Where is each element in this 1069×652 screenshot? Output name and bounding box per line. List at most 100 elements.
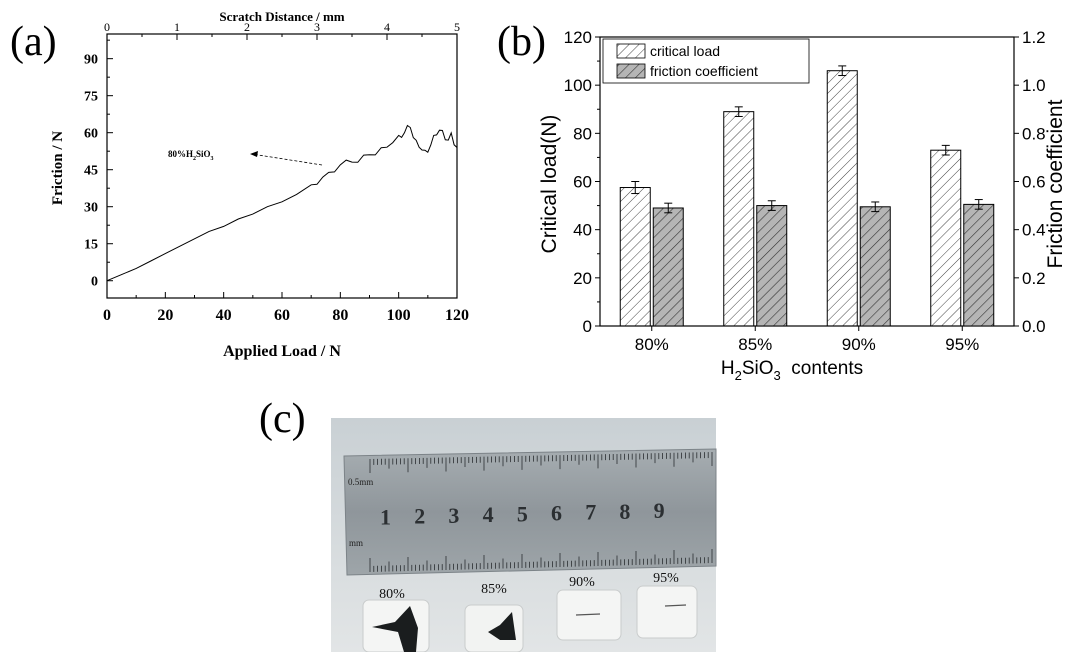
y2-axis-label: Friction coefficient [1044, 99, 1067, 268]
ruler-number: 5 [517, 501, 528, 526]
y-tick-label: 90 [84, 53, 98, 68]
y-axis-label: Critical load(N) [538, 115, 561, 254]
y2-tick-label: 0.0 [1022, 317, 1046, 336]
sample-block [636, 585, 698, 639]
annotation: 80%H2SiO3 [168, 149, 323, 166]
y2-tick-label: 1.2 [1022, 28, 1046, 47]
x-tick-label: 80% [635, 335, 669, 354]
legend-label-friction-coefficient: friction coefficient [650, 63, 758, 79]
plot-a-frame [106, 33, 458, 299]
ruler-body [343, 448, 717, 576]
y2-tick-label: 0.8 [1022, 124, 1046, 143]
y-tick-label: 60 [84, 127, 98, 142]
x-axis-ticks: 0 20 40 60 80 100 120 [103, 292, 469, 324]
sample-95: 95% [636, 571, 698, 639]
x-tick-label: 120 [445, 307, 469, 324]
y2-tick-label: 0.2 [1022, 269, 1046, 288]
top-x-tick-label: 4 [384, 20, 390, 34]
y2-tick-label: 1.0 [1022, 76, 1046, 95]
panel-b-label: (b) [497, 19, 546, 65]
top-x-tick-label: 2 [244, 20, 250, 34]
y-tick-label: 75 [84, 90, 98, 105]
ruler-number: 4 [483, 502, 494, 527]
y2-tick-label: 0.6 [1022, 173, 1046, 192]
y-tick-label: 40 [573, 221, 592, 240]
sample-85: 85% [464, 582, 524, 652]
sample-label: 90% [569, 575, 595, 590]
ruler-number: 6 [551, 501, 562, 526]
bar-friction-coefficient [859, 206, 891, 327]
legend-label-critical-load: critical load [650, 43, 720, 59]
x-tick-label: 0 [103, 307, 111, 324]
bar-friction-coefficient [756, 205, 788, 327]
y-tick-label: 80 [573, 124, 592, 143]
y-tick-label: 15 [84, 238, 98, 253]
annotation-arrow [251, 153, 323, 166]
sample-scratch [575, 613, 601, 616]
sample-label: 85% [481, 582, 507, 597]
legend-swatch-critical-load [616, 43, 646, 59]
legend: critical load friction coefficient [602, 38, 810, 84]
x-tick-label: 20 [157, 307, 173, 324]
sample-scratch [664, 604, 687, 607]
ruler-number: 1 [380, 505, 391, 530]
y-tick-label: 60 [573, 173, 592, 192]
top-x-axis-label: Scratch Distance / mm [219, 9, 344, 24]
top-x-tick-label: 0 [104, 20, 110, 34]
bar-critical-load [723, 111, 755, 327]
y-axis-label: Friction / N [50, 131, 66, 205]
friction-line [106, 124, 458, 282]
top-x-tick-label: 3 [314, 20, 320, 34]
arrow-head [250, 151, 258, 157]
x-tick-label: 90% [842, 335, 876, 354]
samples: 80% 85% 90% 95% [362, 571, 698, 652]
x-axis-label: H2SiO3 contents [721, 358, 863, 383]
annotation-label: 80%H2SiO3 [168, 149, 214, 162]
legend-swatch-friction-coefficient [616, 63, 646, 79]
x-tick-label: 40 [216, 307, 232, 324]
bar-friction-coefficient [652, 207, 684, 327]
y-tick-label: 0 [583, 317, 592, 336]
ruler-unit-text: mm [349, 538, 363, 548]
x-tick-label: 85% [738, 335, 772, 354]
bar-critical-load [930, 149, 962, 327]
y2-tick-label: 0.4 [1022, 221, 1046, 240]
ruler-number: 3 [448, 503, 459, 528]
panel-a-label: (a) [10, 19, 57, 65]
y-tick-label: 20 [573, 269, 592, 288]
sample-90: 90% [556, 575, 622, 641]
y-tick-label: 100 [564, 76, 592, 95]
bar-critical-load [619, 187, 651, 327]
ruler-number: 8 [619, 499, 630, 524]
ruler-number: 7 [585, 500, 596, 525]
y-tick-label: 30 [84, 201, 98, 216]
top-x-ticks: 0 1 2 3 4 5 [104, 20, 460, 40]
y-tick-label: 45 [84, 164, 98, 179]
bar-critical-load [826, 70, 858, 327]
x-tick-label: 60 [274, 307, 290, 324]
ruler-number: 2 [414, 504, 425, 529]
ruler-ticks [369, 452, 713, 572]
x-tick-label: 100 [387, 307, 411, 324]
bar-friction-coefficient [963, 203, 995, 327]
y-tick-label: 0 [91, 275, 98, 290]
sample-80: 80% [362, 587, 430, 652]
panel-c-label: (c) [259, 396, 306, 442]
ruler-number: 9 [654, 498, 665, 523]
y2-axis-ticks: 0.0 0.2 0.4 0.6 0.8 1.0 1.2 [1014, 28, 1046, 336]
x-axis-label: Applied Load / N [223, 343, 341, 360]
y-axis-ticks: 0 15 30 45 60 75 90 [84, 39, 113, 290]
sample-crack [488, 612, 516, 640]
sample-label: 80% [379, 587, 405, 602]
x-tick-label: 80 [332, 307, 348, 324]
top-x-tick-label: 5 [454, 20, 460, 34]
top-x-tick-label: 1 [174, 20, 180, 34]
sample-label: 95% [653, 571, 679, 586]
x-tick-label: 95% [945, 335, 979, 354]
